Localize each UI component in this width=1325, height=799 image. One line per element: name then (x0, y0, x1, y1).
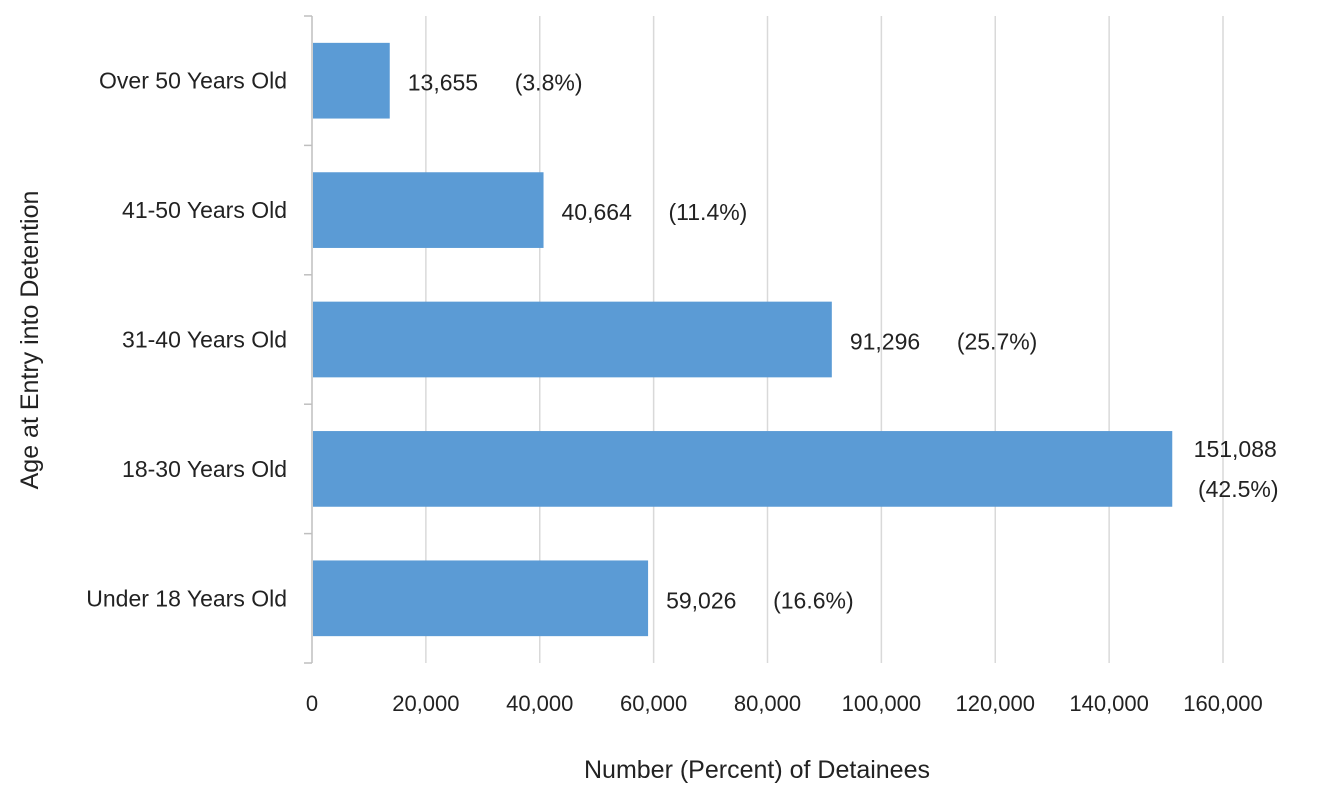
x-tick-label: 60,000 (620, 691, 687, 716)
x-tick-label: 100,000 (842, 691, 922, 716)
data-label-value: 91,296 (850, 329, 920, 355)
bars (313, 42, 1173, 637)
data-labels: 13,655 (3.8%) 40,664 (11.4%) 91,296 (25.7%) 15… (408, 70, 1279, 614)
data-label-value: 151,088 (1194, 436, 1277, 462)
x-tick-label: 160,000 (1183, 691, 1263, 716)
x-tick-label: 120,000 (955, 691, 1035, 716)
bar (313, 431, 1173, 507)
category-label: 31-40 Years Old (122, 327, 287, 353)
category-label: 18-30 Years Old (122, 456, 287, 482)
bar (313, 301, 832, 378)
data-label-percent: (3.8%) (515, 70, 583, 96)
data-label-value: 59,026 (666, 587, 736, 613)
bar (313, 560, 649, 637)
data-label-percent: (11.4%) (669, 199, 748, 225)
data-label-percent: (25.7%) (957, 329, 1038, 355)
x-tick-label: 80,000 (734, 691, 801, 716)
y-axis-title: Age at Entry into Detention (16, 191, 44, 490)
x-tick-label: 20,000 (392, 691, 459, 716)
bar (313, 42, 390, 119)
x-tick-label: 140,000 (1069, 691, 1149, 716)
axes (304, 15, 313, 664)
category-label: Under 18 Years Old (86, 585, 287, 611)
category-labels: Over 50 Years Old 41-50 Years Old 31-40 Ye… (86, 68, 287, 612)
data-label-value: 40,664 (562, 199, 633, 225)
data-label-value: 13,655 (408, 70, 478, 96)
x-axis-title: Number (Percent) of Detainees (584, 756, 930, 784)
x-tick-labels: 0 20,000 40,000 60,000 80,000 100,000 120,000 1… (306, 691, 1263, 716)
data-label-percent: (16.6%) (773, 587, 854, 613)
x-tick-label: 0 (306, 691, 318, 716)
data-label-percent: (42.5%) (1198, 476, 1279, 502)
x-tick-label: 40,000 (506, 691, 573, 716)
category-label: 41-50 Years Old (122, 197, 287, 223)
bar (313, 172, 544, 248)
category-label: Over 50 Years Old (99, 68, 287, 94)
